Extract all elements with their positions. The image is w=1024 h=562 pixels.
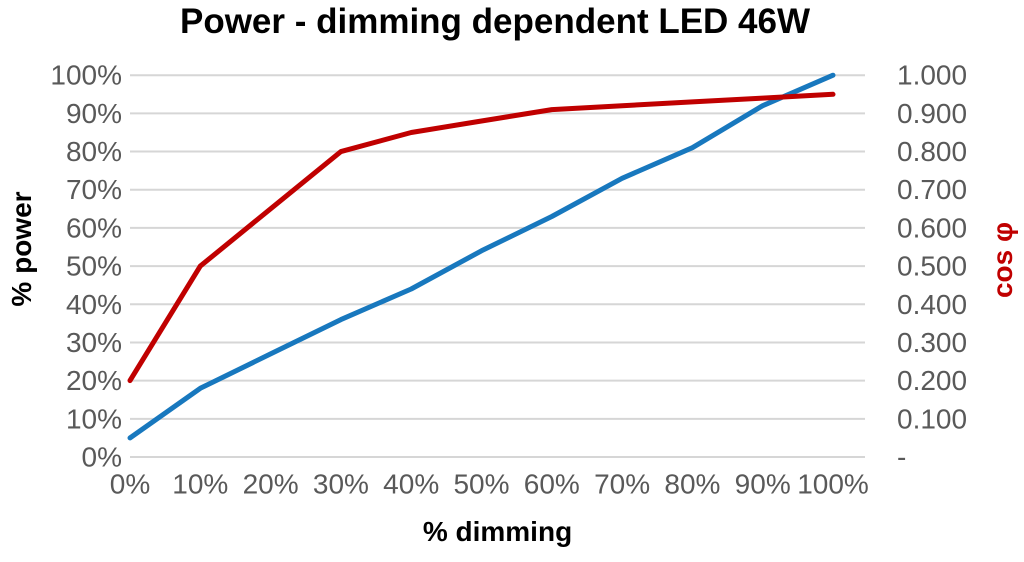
left-y-axis-title: % power [6, 191, 37, 307]
right-axis-tick-label: 0.400 [897, 289, 967, 320]
x-axis-tick-label: 30% [313, 469, 369, 500]
left-axis-tick-label: 70% [66, 174, 122, 205]
x-axis-tick-label: 80% [664, 469, 720, 500]
right-axis-tick-label: 1.000 [897, 60, 967, 91]
right-axis-tick-label: 0.800 [897, 136, 967, 167]
x-axis-tick-label: 40% [383, 469, 439, 500]
left-axis-tick-label: 80% [66, 136, 122, 167]
right-axis-tick-label: 0.600 [897, 212, 967, 243]
x-axis-tick-label: 70% [594, 469, 650, 500]
x-axis-tick-label: 20% [243, 469, 299, 500]
left-axis-tick-label: 100% [50, 60, 122, 91]
chart-title: Power - dimming dependent LED 46W [179, 2, 811, 41]
x-axis-tick-label: 100% [797, 469, 869, 500]
right-axis-tick-label: 0.700 [897, 174, 967, 205]
left-axis-tick-label: 30% [66, 327, 122, 358]
x-axis-tick-label: 50% [453, 469, 509, 500]
right-axis-tick-label: 0.200 [897, 365, 967, 396]
x-axis-tick-label: 90% [735, 469, 791, 500]
left-axis-tick-label: 50% [66, 251, 122, 282]
right-axis-tick-label: 0.900 [897, 98, 967, 129]
right-y-axis-title: cos φ [987, 221, 1018, 299]
left-axis-tick-label: 60% [66, 212, 122, 243]
series-line-power [127, 72, 836, 441]
left-axis-tick-label: 90% [66, 98, 122, 129]
left-axis-tick-label: 0% [82, 442, 122, 473]
x-axis-tick-label: 10% [172, 469, 228, 500]
left-axis-tick-label: 40% [66, 289, 122, 320]
right-axis-tick-label: 0.300 [897, 327, 967, 358]
left-axis-tick-label: 20% [66, 365, 122, 396]
x-axis-title: % dimming [422, 516, 573, 547]
series-line-cos-phi [127, 91, 836, 384]
x-axis-tick-label: 0% [110, 469, 150, 500]
right-axis-tick-label: 0.100 [897, 403, 967, 434]
right-axis-tick-label: - [897, 442, 906, 473]
left-axis-tick-label: 10% [66, 403, 122, 434]
right-axis-tick-label: 0.500 [897, 251, 967, 282]
x-axis-tick-label: 60% [524, 469, 580, 500]
